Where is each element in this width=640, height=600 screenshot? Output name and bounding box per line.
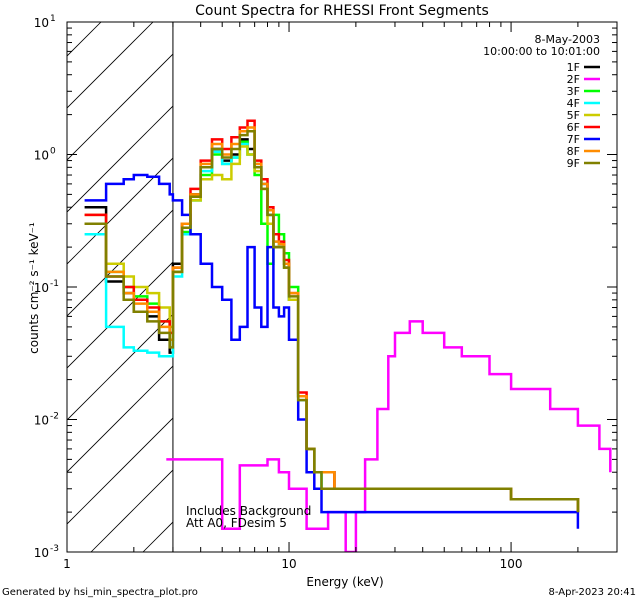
y-tick-exponent: 0 [50,147,56,157]
hatch-line [67,417,173,525]
x-tick-label: 1 [63,557,71,571]
legend-label-2F: 2F [567,73,580,86]
hatch-line [67,209,173,317]
legend-label-1F: 1F [567,61,580,74]
hatch-line [67,157,173,265]
date-label: 8-May-2003 [535,33,600,46]
y-tick-exponent: -2 [50,412,59,422]
annotation-background: Includes Background [186,504,311,518]
y-tick-label: 10 [34,281,49,295]
hatch-line [67,22,154,109]
legend-label-6F: 6F [567,121,580,134]
annotation-attenuator: Att A0, FDesim 5 [186,516,287,530]
hatch-line [455,0,640,552]
chart-title: Count Spectra for RHESSI Front Segments [195,3,489,19]
hatch-line [67,365,173,473]
series-line-8F [84,126,580,513]
hatch-line [67,22,102,57]
y-tick-label: 10 [34,414,49,428]
y-tick-label: 10 [34,149,49,163]
series-line-7F [84,173,580,529]
legend-label-8F: 8F [567,145,580,158]
series-line-9F [84,129,580,513]
legend-label-3F: 3F [567,85,580,98]
y-axis-label: counts cm⁻² s⁻¹ keV⁻¹ [27,222,41,354]
y-tick-label: 10 [34,16,49,30]
x-tick-label: 10 [281,557,296,571]
hatch-line [299,0,640,552]
footer-timestamp: 8-Apr-2023 20:41 [549,587,636,598]
y-tick-exponent: 1 [50,14,56,24]
hatch-line [142,521,173,552]
hatch-line [403,0,640,552]
legend-label-9F: 9F [567,157,580,170]
plot-frame [66,21,618,553]
hatched-excluded-region [0,0,640,552]
hatch-line [0,0,119,552]
y-tick-exponent: -1 [50,279,59,289]
legend-label-7F: 7F [567,133,580,146]
hatch-line [351,0,640,552]
legend-label-5F: 5F [567,109,580,122]
time-range-label: 10:00:00 to 10:01:00 [483,45,600,58]
hatch-line [611,0,640,552]
x-tick-label: 100 [500,557,523,571]
hatch-line [67,53,173,161]
footer-generated-by: Generated by hsi_min_spectra_plot.pro [2,587,198,598]
legend-label-4F: 4F [567,97,580,110]
y-tick-exponent: -3 [50,544,59,554]
series-line-2F [166,320,612,552]
x-axis-label: Energy (keV) [306,575,383,589]
y-tick-label: 10 [34,546,49,560]
hatch-line [67,261,173,369]
